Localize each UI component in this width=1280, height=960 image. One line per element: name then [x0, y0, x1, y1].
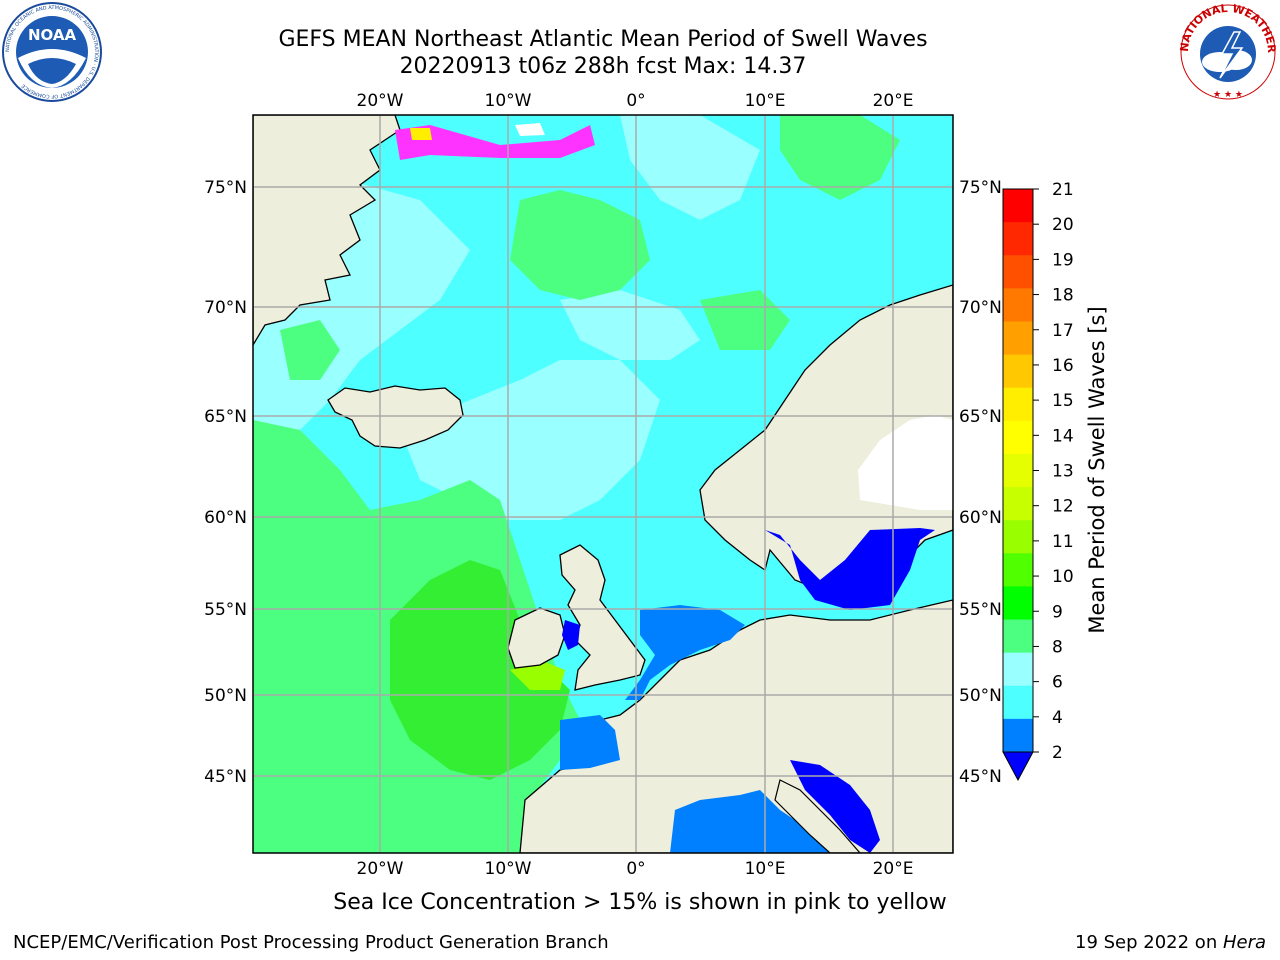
lat-label-left: 65°N [204, 407, 247, 427]
colorbar-tick-label: 16 [1052, 356, 1074, 376]
swell-zone-green [510, 190, 650, 300]
colorbar-segment [1003, 619, 1033, 654]
lat-label-left: 60°N [204, 508, 247, 528]
greenland-land [253, 115, 401, 347]
colorbar-tick-label: 21 [1052, 180, 1074, 200]
footer-host: Hera [1222, 932, 1266, 953]
lon-label-bottom: 10°W [485, 859, 532, 879]
colorbar-tick-label: 18 [1052, 286, 1074, 306]
lon-label-top: 20°E [873, 91, 914, 111]
irish-sea [562, 620, 580, 650]
colorbar-tick-label: 19 [1052, 250, 1074, 270]
lat-label-left: 55°N [204, 600, 247, 620]
lat-label-left: 45°N [204, 767, 247, 787]
colorbar-tick-label: 14 [1052, 426, 1074, 446]
colorbar-segment [1003, 553, 1033, 587]
colorbar-segment [1003, 354, 1033, 389]
colorbar-segment [1003, 652, 1033, 687]
lon-label-top: 10°W [485, 91, 532, 111]
swell-zone-green [280, 320, 340, 380]
lat-label-right: 75°N [959, 178, 1002, 198]
colorbar-segment [1003, 255, 1033, 289]
sea-ice-region [395, 125, 595, 160]
lat-label-right: 45°N [959, 767, 1002, 787]
colorbar-tick-label: 12 [1052, 497, 1074, 517]
colorbar-tick-label: 20 [1052, 215, 1074, 235]
colorbar-segment [1003, 288, 1033, 322]
colorbar-tick-label: 15 [1052, 391, 1074, 411]
lon-label-bottom: 20°W [357, 859, 404, 879]
italy-land [774, 779, 861, 853]
swell-zone-bright [390, 560, 570, 780]
colorbar-segment [1003, 420, 1033, 455]
gulf-of-bothnia-blank [858, 415, 953, 510]
colorbar-segment [1003, 520, 1033, 554]
footer-date-text: 19 Sep 2022 on [1075, 932, 1223, 953]
colorbar-segment [1003, 685, 1033, 720]
map-gridlines [253, 115, 953, 853]
noaa-logo-text: NOAA [28, 26, 77, 44]
lat-label-right: 55°N [959, 600, 1002, 620]
footer-date: 19 Sep 2022 on Hera [1075, 932, 1266, 953]
colorbar-segment [1003, 453, 1033, 488]
swell-zone-light [400, 360, 660, 520]
swell-zone-green [700, 290, 790, 350]
colorbar-segment [1003, 222, 1033, 256]
lon-label-top: 20°W [357, 91, 404, 111]
sea-ice-region [410, 128, 432, 140]
lat-label-left: 50°N [204, 686, 247, 706]
colorbar-segment [1003, 387, 1033, 422]
colorbar-tick-label: 4 [1052, 708, 1063, 728]
colorbar: 21 20 19 18 17 16 15 14 13 12 11 10 9 8 6 4 2 [1002, 180, 1074, 782]
colorbar-segment [1003, 189, 1033, 223]
svg-text:★ ★ ★: ★ ★ ★ [1213, 90, 1243, 100]
noaa-logo-icon: NOAA NATIONAL OCEANIC AND ATMOSPHERIC AD… [2, 2, 102, 102]
lat-label-right: 60°N [959, 508, 1002, 528]
colorbar-tick-label: 6 [1052, 673, 1063, 693]
lon-label-top: 0° [626, 91, 645, 111]
colorbar-segment [1003, 586, 1033, 621]
map-subtitle: 20220913 t06z 288h fcst Max: 14.37 [399, 54, 807, 79]
colorbar-tick-label: 9 [1052, 602, 1063, 622]
colorbar-segment [1003, 321, 1033, 356]
colorbar-label: Mean Period of Swell Waves [s] [1085, 306, 1109, 634]
lon-label-bottom: 20°E [873, 859, 914, 879]
lat-label-left: 70°N [204, 298, 247, 318]
sea-ice-region [515, 123, 545, 136]
colorbar-tick-label: 11 [1052, 532, 1074, 552]
sea-ice-note: Sea Ice Concentration > 15% is shown in … [333, 890, 947, 915]
colorbar-tick-label: 13 [1052, 462, 1074, 482]
lat-label-right: 50°N [959, 686, 1002, 706]
colorbar-tick-label: 17 [1052, 321, 1074, 341]
iceland-land [327, 385, 464, 449]
colorbar-extend [1002, 751, 1034, 782]
lon-label-bottom: 0° [626, 859, 645, 879]
lat-label-right: 70°N [959, 298, 1002, 318]
lon-label-bottom: 10°E [745, 859, 786, 879]
lat-label-right: 65°N [959, 407, 1002, 427]
north-sea [625, 605, 745, 700]
bay-of-biscay [560, 715, 620, 770]
colorbar-tick-label: 10 [1052, 567, 1074, 587]
map-frame [252, 114, 954, 854]
lat-label-left: 75°N [204, 178, 247, 198]
colorbar-tick-label: 8 [1052, 637, 1063, 657]
colorbar-segment [1003, 487, 1033, 521]
footer-credit: NCEP/EMC/Verification Post Processing Pr… [13, 932, 609, 953]
map-field [253, 115, 953, 853]
lon-label-top: 10°E [745, 91, 786, 111]
swell-zone-green [780, 115, 900, 200]
adriatic-sea [790, 760, 880, 853]
nws-logo-icon: NATIONAL WEATHER SERVICE ★ ★ ★ [1176, 2, 1278, 100]
map-title: GEFS MEAN Northeast Atlantic Mean Period… [278, 27, 928, 52]
colorbar-tick-label: 2 [1052, 743, 1063, 763]
swell-zone-light [620, 115, 760, 220]
colorbar-segment [1003, 718, 1033, 752]
ireland-land [507, 607, 566, 669]
